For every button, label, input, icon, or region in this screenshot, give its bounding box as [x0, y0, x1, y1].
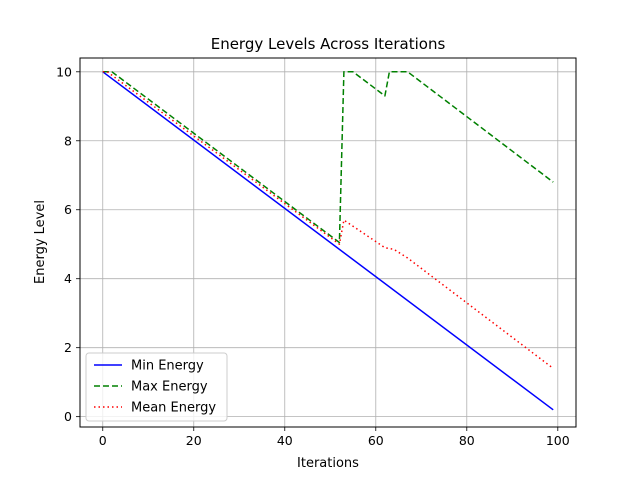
y-tick-label: 2	[64, 340, 72, 355]
series-line-mean-energy	[102, 71, 554, 369]
y-tick-label: 6	[64, 202, 72, 217]
chart-title: Energy Levels Across Iterations	[211, 35, 446, 53]
y-axis-title: Energy Level	[33, 200, 48, 284]
legend-label: Max Energy	[131, 380, 208, 395]
series-layer	[102, 71, 554, 411]
x-tick-label: 40	[277, 433, 293, 448]
y-tick-label: 8	[64, 133, 72, 148]
x-axis-title: Iterations	[297, 456, 359, 471]
legend-label: Min Energy	[131, 359, 204, 374]
y-tick-label: 0	[64, 409, 72, 424]
x-tick-label: 20	[186, 433, 202, 448]
y-tick-label: 4	[64, 271, 72, 286]
legend-label: Mean Energy	[131, 401, 216, 416]
x-tick-label: 100	[546, 433, 570, 448]
legend: Min Energy Max Energy Mean Energy	[85, 352, 228, 422]
x-tick-label: 80	[459, 433, 475, 448]
ticks-layer: 0 20 40 60 80 100 0 2 4 6 8 10	[56, 64, 570, 448]
x-tick-label: 0	[99, 433, 107, 448]
plot-frame	[79, 57, 577, 428]
grid-layer	[80, 58, 576, 427]
series-line-min-energy	[102, 71, 554, 411]
legend-box	[85, 352, 228, 422]
x-tick-label: 60	[368, 433, 384, 448]
y-tick-label: 10	[56, 64, 72, 79]
series-line-max-energy	[102, 71, 554, 244]
